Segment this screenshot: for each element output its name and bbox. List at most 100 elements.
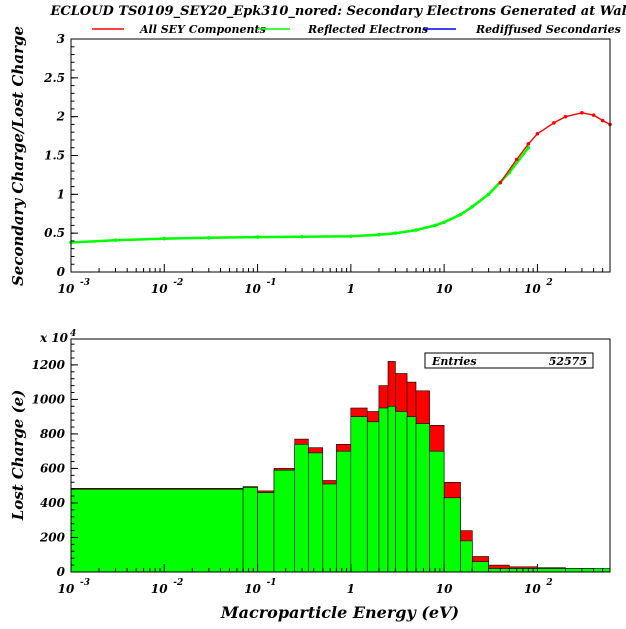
data-point-all-sey-components (591, 113, 596, 117)
top-ytick-label: 1.5 (44, 149, 65, 163)
histogram-bar-reflected-electrons (322, 483, 337, 573)
histogram-bar-reflected-electrons (471, 561, 489, 573)
bottom-ytick-label: 400 (40, 496, 66, 510)
top-xtick-label: 10 (436, 282, 453, 296)
data-point-reflected-electrons (162, 236, 167, 241)
histogram-bar-reflected-electrons (294, 443, 309, 573)
bottom-plot: Lost Charge (e) x 10 4 0 200 400 600 800 1000… (9, 329, 611, 622)
bottom-xtick-exponent: -1 (267, 578, 277, 588)
histogram-bar-reflected-electrons (378, 407, 389, 573)
top-xtick-exponent: -2 (173, 278, 183, 288)
data-point-reflected-electrons (393, 231, 398, 235)
histogram-bar-reflected-electrons (488, 568, 611, 573)
bottom-plot-frame (70, 338, 611, 573)
legend-label-rediffused: Rediffused Secondaries (475, 23, 621, 36)
bottom-xtick-exponent: 2 (545, 578, 552, 588)
histogram-bar-reflected-electrons (242, 487, 258, 573)
legend-item-reflected: Reflected Electrons (258, 23, 428, 36)
data-point-all-sey-components (535, 131, 540, 136)
histogram-bar-reflected-electrons (257, 492, 275, 573)
stats-label: Entries (431, 355, 477, 368)
data-point-all-sey-components (563, 114, 568, 119)
data-point-reflected-electrons (526, 145, 531, 150)
data-point-reflected-electrons (414, 228, 418, 232)
histogram-bar-reflected-electrons (307, 452, 323, 573)
top-plot: Secondary Charge/Lost Charge 0 0.5 1 1.5 2 2.… (9, 26, 612, 296)
top-yticks: 0 0.5 1 1.5 2 2.5 3 (43, 32, 78, 279)
top-xtick-label: 10 (151, 282, 168, 296)
data-point-all-sey-components (526, 142, 531, 146)
top-xtick-label: 10 (58, 282, 75, 296)
legend-label-all-sey: All SEY Components (139, 23, 266, 36)
chart-title: ECLOUD TS0109_SEY20_Epk310_nored: Second… (49, 4, 626, 19)
data-point-all-sey-components (580, 110, 584, 115)
histogram-bar-reflected-electrons (387, 405, 396, 573)
bottom-xtick-label: 10 (151, 582, 168, 596)
data-point-reflected-electrons (113, 238, 118, 242)
histogram-bar-reflected-electrons (273, 469, 296, 573)
bottom-ytick-label: 0 (57, 565, 66, 579)
top-ytick-label: 0.5 (44, 226, 65, 240)
bottom-yticks: 0 200 400 600 800 1000 1200 (32, 343, 78, 579)
top-xtick-exponent: 2 (545, 278, 552, 288)
bottom-xtick-label: 10 (436, 582, 453, 596)
top-ytick-label: 3 (57, 32, 65, 46)
data-point-reflected-electrons (377, 232, 381, 237)
data-point-all-sey-components (600, 118, 605, 123)
bottom-ytick-label: 200 (39, 530, 66, 544)
histogram-bar-reflected-electrons (443, 497, 461, 573)
histogram-bar-reflected-electrons (395, 411, 408, 573)
bottom-xtick-label: 1 (347, 582, 355, 596)
bottom-xtick-label: 10 (244, 582, 261, 596)
top-ytick-label: 1 (57, 187, 65, 201)
legend-item-all-sey: All SEY Components (92, 23, 266, 36)
top-ytick-label: 0 (57, 265, 66, 279)
histogram-bar-reflected-electrons (406, 416, 417, 573)
data-point-all-sey-components (514, 157, 519, 162)
bottom-ytick-label: 1000 (32, 392, 66, 406)
top-ytick-label: 2.5 (43, 71, 65, 85)
data-point-reflected-electrons (442, 220, 446, 225)
top-ytick-label: 2 (56, 110, 65, 124)
bottom-xlabel: Macroparticle Energy (eV) (220, 603, 459, 622)
bottom-ytick-label: 800 (40, 427, 66, 441)
top-ylabel: Secondary Charge/Lost Charge (9, 26, 27, 286)
data-point-reflected-electrons (349, 234, 353, 239)
y-multiplier: x 10 (39, 331, 69, 345)
histogram-bar-reflected-electrons (366, 421, 380, 573)
bottom-xtick-exponent: -3 (80, 578, 90, 588)
data-point-reflected-electrons (300, 234, 304, 239)
bottom-xtick-label: 10 (58, 582, 75, 596)
bottom-xtick-exponent: -2 (173, 578, 183, 588)
data-point-reflected-electrons (486, 192, 491, 197)
data-point-reflected-electrons (433, 223, 437, 228)
top-xtick-exponent: -1 (267, 278, 277, 288)
histogram-bar-reflected-electrons (415, 423, 430, 573)
histogram-bar-reflected-electrons (336, 450, 352, 573)
bottom-xtick-label: 10 (524, 582, 541, 596)
bottom-ytick-label: 600 (40, 461, 66, 475)
data-point-all-sey-components (552, 121, 556, 125)
data-point-reflected-electrons (470, 204, 475, 209)
data-point-reflected-electrons (458, 212, 463, 217)
histogram-bar-reflected-electrons (70, 488, 244, 573)
data-point-all-sey-components (498, 180, 503, 185)
top-plot-marks (69, 110, 612, 245)
top-xtick-label: 1 (347, 282, 355, 296)
top-xtick-label: 10 (524, 282, 541, 296)
y-multiplier-exponent: 4 (70, 329, 76, 339)
top-xtick-label: 10 (244, 282, 261, 296)
bottom-plot-marks (70, 361, 611, 573)
bottom-ylabel: Lost Charge (e) (9, 390, 27, 522)
legend-label-reflected: Reflected Electrons (307, 23, 428, 36)
data-point-reflected-electrons (206, 236, 211, 240)
histogram-bar-reflected-electrons (350, 416, 368, 573)
series-line-reflected-electrons (70, 146, 530, 244)
histogram-bar-reflected-electrons (429, 450, 445, 573)
data-point-reflected-electrons (255, 235, 260, 239)
stats-value: 52575 (549, 355, 587, 368)
legend-item-rediffused: Rediffused Secondaries (424, 23, 621, 36)
histogram-bar-reflected-electrons (460, 540, 473, 573)
legend: All SEY Components Reflected Electrons R… (92, 23, 621, 36)
